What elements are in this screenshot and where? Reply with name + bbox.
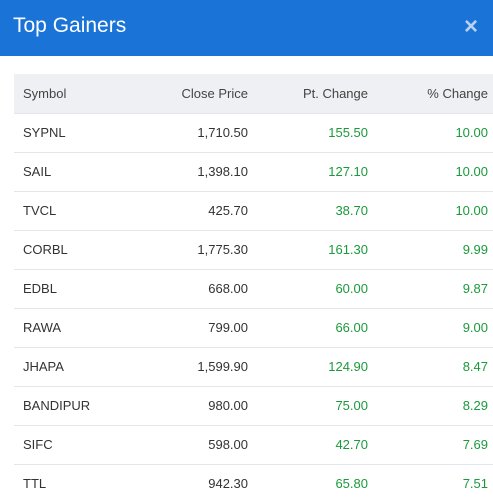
column-header-pt-change[interactable]: Pt. Change: [302, 85, 368, 101]
pct-change-cell: 9.00: [462, 320, 488, 335]
pt-change-cell: 124.90: [328, 359, 368, 374]
symbol-cell[interactable]: TVCL: [23, 203, 57, 218]
pct-change-cell: 10.00: [455, 203, 488, 218]
table-row[interactable]: JHAPA 1,599.90 124.90 8.47: [14, 347, 493, 386]
pct-change-cell: 10.00: [455, 164, 488, 179]
pct-change-cell: 7.69: [462, 437, 488, 452]
table-row[interactable]: TVCL 425.70 38.70 10.00: [14, 191, 493, 230]
pct-change-cell: 8.29: [462, 398, 488, 413]
symbol-cell[interactable]: TTL: [23, 476, 47, 492]
table-row[interactable]: SAIL 1,398.10 127.10 10.00: [14, 152, 493, 191]
symbol-cell[interactable]: CORBL: [23, 242, 68, 257]
table-row[interactable]: RAWA 799.00 66.00 9.00: [14, 308, 493, 347]
close-price-cell: 668.00: [208, 281, 248, 296]
column-header-close-price[interactable]: Close Price: [181, 85, 248, 101]
pct-change-cell: 9.87: [462, 281, 488, 296]
table-body: SYPNL 1,710.50 155.50 10.00 SAIL 1,398.1…: [14, 113, 493, 503]
close-price-cell: 980.00: [208, 398, 248, 413]
pt-change-cell: 127.10: [328, 164, 368, 179]
symbol-cell[interactable]: JHAPA: [23, 359, 64, 374]
top-gainers-table: Symbol Close Price Pt. Change % Change S…: [14, 74, 493, 503]
close-price-cell: 942.30: [208, 476, 248, 492]
top-gainers-table-container: Symbol Close Price Pt. Change % Change S…: [14, 74, 493, 503]
table-row[interactable]: SIFC 598.00 42.70 7.69: [14, 425, 493, 464]
pct-change-cell: 9.99: [462, 242, 488, 257]
close-price-cell: 1,599.90: [197, 359, 248, 374]
table-row[interactable]: TTL 942.30 65.80 7.51: [14, 464, 493, 503]
pct-change-cell: 10.00: [455, 125, 488, 140]
close-price-cell: 598.00: [208, 437, 248, 452]
close-price-cell: 1,710.50: [197, 125, 248, 140]
table-row[interactable]: EDBL 668.00 60.00 9.87: [14, 269, 493, 308]
column-header-pct-change[interactable]: % Change: [427, 85, 488, 101]
pt-change-cell: 155.50: [328, 125, 368, 140]
pt-change-cell: 42.70: [335, 437, 368, 452]
close-price-cell: 1,775.30: [197, 242, 248, 257]
dialog-title: Top Gainers: [13, 14, 127, 37]
table-row[interactable]: SYPNL 1,710.50 155.50 10.00: [14, 113, 493, 152]
close-price-cell: 799.00: [208, 320, 248, 335]
pt-change-cell: 75.00: [335, 398, 368, 413]
column-header-symbol[interactable]: Symbol: [23, 85, 67, 101]
close-icon[interactable]: ×: [463, 13, 478, 40]
dialog-header: Top Gainers ×: [0, 0, 493, 56]
pt-change-cell: 60.00: [335, 281, 368, 296]
symbol-cell[interactable]: BANDIPUR: [23, 398, 91, 413]
symbol-cell[interactable]: RAWA: [23, 320, 62, 335]
table-row[interactable]: BANDIPUR 980.00 75.00 8.29: [14, 386, 493, 425]
close-price-cell: 1,398.10: [197, 164, 248, 179]
close-price-cell: 425.70: [208, 203, 248, 218]
table-header-row: Symbol Close Price Pt. Change % Change: [14, 74, 493, 113]
symbol-cell[interactable]: SIFC: [23, 437, 53, 452]
pt-change-cell: 38.70: [335, 203, 368, 218]
pt-change-cell: 65.80: [335, 476, 368, 492]
table-row[interactable]: CORBL 1,775.30 161.30 9.99: [14, 230, 493, 269]
pct-change-cell: 8.47: [462, 359, 488, 374]
pt-change-cell: 66.00: [335, 320, 368, 335]
pct-change-cell: 7.51: [462, 476, 488, 492]
symbol-cell[interactable]: SAIL: [23, 164, 52, 179]
pt-change-cell: 161.30: [328, 242, 368, 257]
symbol-cell[interactable]: EDBL: [23, 281, 57, 296]
symbol-cell[interactable]: SYPNL: [23, 125, 66, 140]
